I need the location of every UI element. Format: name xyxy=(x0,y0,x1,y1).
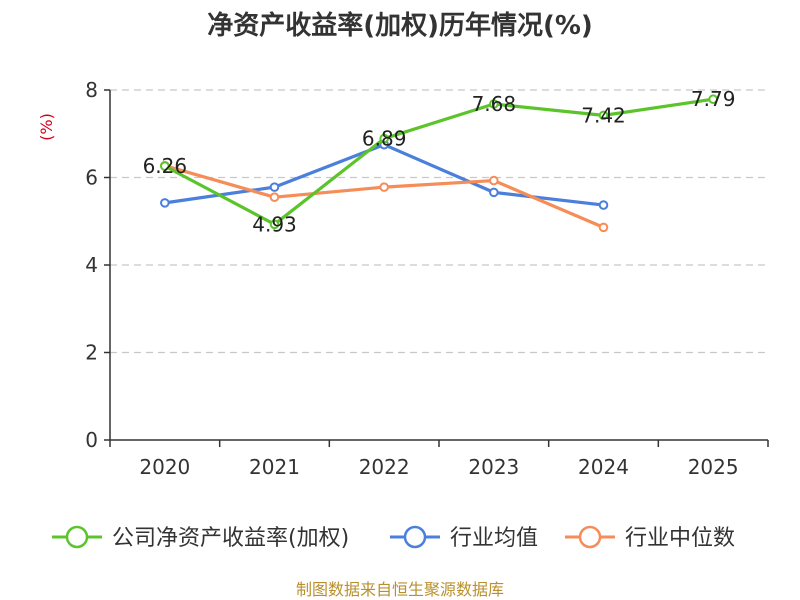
x-tick-label-2025: 2025 xyxy=(688,455,739,479)
source-note: 制图数据来自恒生聚源数据库 xyxy=(296,580,504,599)
y-axis-unit-label: (%) xyxy=(37,113,56,141)
series-line-0 xyxy=(164,97,714,226)
data-label-2023: 7.68 xyxy=(472,92,517,116)
x-tick-label-2021: 2021 xyxy=(249,455,300,479)
series-line-1 xyxy=(164,143,604,207)
series-1-point-2020 xyxy=(160,198,170,208)
legend: 公司净资产收益率(加权) 行业均值 行业中位数 xyxy=(52,525,735,551)
legend-item-2[interactable]: 行业中位数 xyxy=(565,525,735,551)
series-1-point-2021 xyxy=(269,182,280,192)
legend-marker-0 xyxy=(65,525,89,549)
legend-marker-1 xyxy=(403,525,427,549)
x-tick-label-2022: 2022 xyxy=(359,455,410,479)
series-2-point-2021 xyxy=(269,192,280,202)
data-labels: 6.26 4.93 6.89 7.68 7.42 7.79 xyxy=(143,87,736,236)
y-tick-label-6: 6 xyxy=(85,166,98,190)
series-1-point-2024 xyxy=(598,200,609,210)
y-tick-label-2: 2 xyxy=(85,341,98,365)
data-label-2022: 6.89 xyxy=(362,127,407,151)
legend-item-0[interactable]: 公司净资产收益率(加权) xyxy=(52,525,349,551)
grid-lines xyxy=(110,89,768,354)
data-label-2020: 6.26 xyxy=(143,154,188,178)
series-0-point-2024 xyxy=(598,110,609,121)
legend-label-1: 行业均值 xyxy=(450,526,538,551)
series-0-point-2022 xyxy=(379,133,389,144)
y-tick-label-8: 8 xyxy=(85,78,98,102)
legend-item-1[interactable]: 行业均值 xyxy=(390,525,538,551)
series-0-point-2020 xyxy=(160,161,170,171)
series-1-point-2023 xyxy=(489,187,499,198)
legend-label-2: 行业中位数 xyxy=(625,526,735,551)
y-tick-label-4: 4 xyxy=(85,253,98,277)
y-tick-label-0: 0 xyxy=(85,428,98,452)
series-2-point-2022 xyxy=(379,182,389,192)
data-label-2024: 7.42 xyxy=(581,103,626,127)
series-2-point-2024 xyxy=(598,222,609,233)
data-label-2021: 4.93 xyxy=(252,212,297,236)
series-0-point-2025 xyxy=(708,94,718,104)
legend-marker-2 xyxy=(578,525,602,549)
axes: 0 2 4 6 8 2020 2021 2022 2023 2024 2025 xyxy=(85,78,769,479)
x-tick-label-2023: 2023 xyxy=(468,455,519,479)
series-0-point-2021 xyxy=(269,219,280,230)
series-0-point-2023 xyxy=(489,99,499,109)
x-tick-label-2020: 2020 xyxy=(139,455,190,479)
series-2-point-2023 xyxy=(489,175,499,186)
series-lines xyxy=(160,94,718,233)
data-label-2025: 7.79 xyxy=(691,87,736,111)
x-tick-label-2024: 2024 xyxy=(578,455,629,479)
legend-label-0: 公司净资产收益率(加权) xyxy=(112,526,349,551)
chart-title: 净资产收益率(加权)历年情况(%) xyxy=(207,10,593,41)
